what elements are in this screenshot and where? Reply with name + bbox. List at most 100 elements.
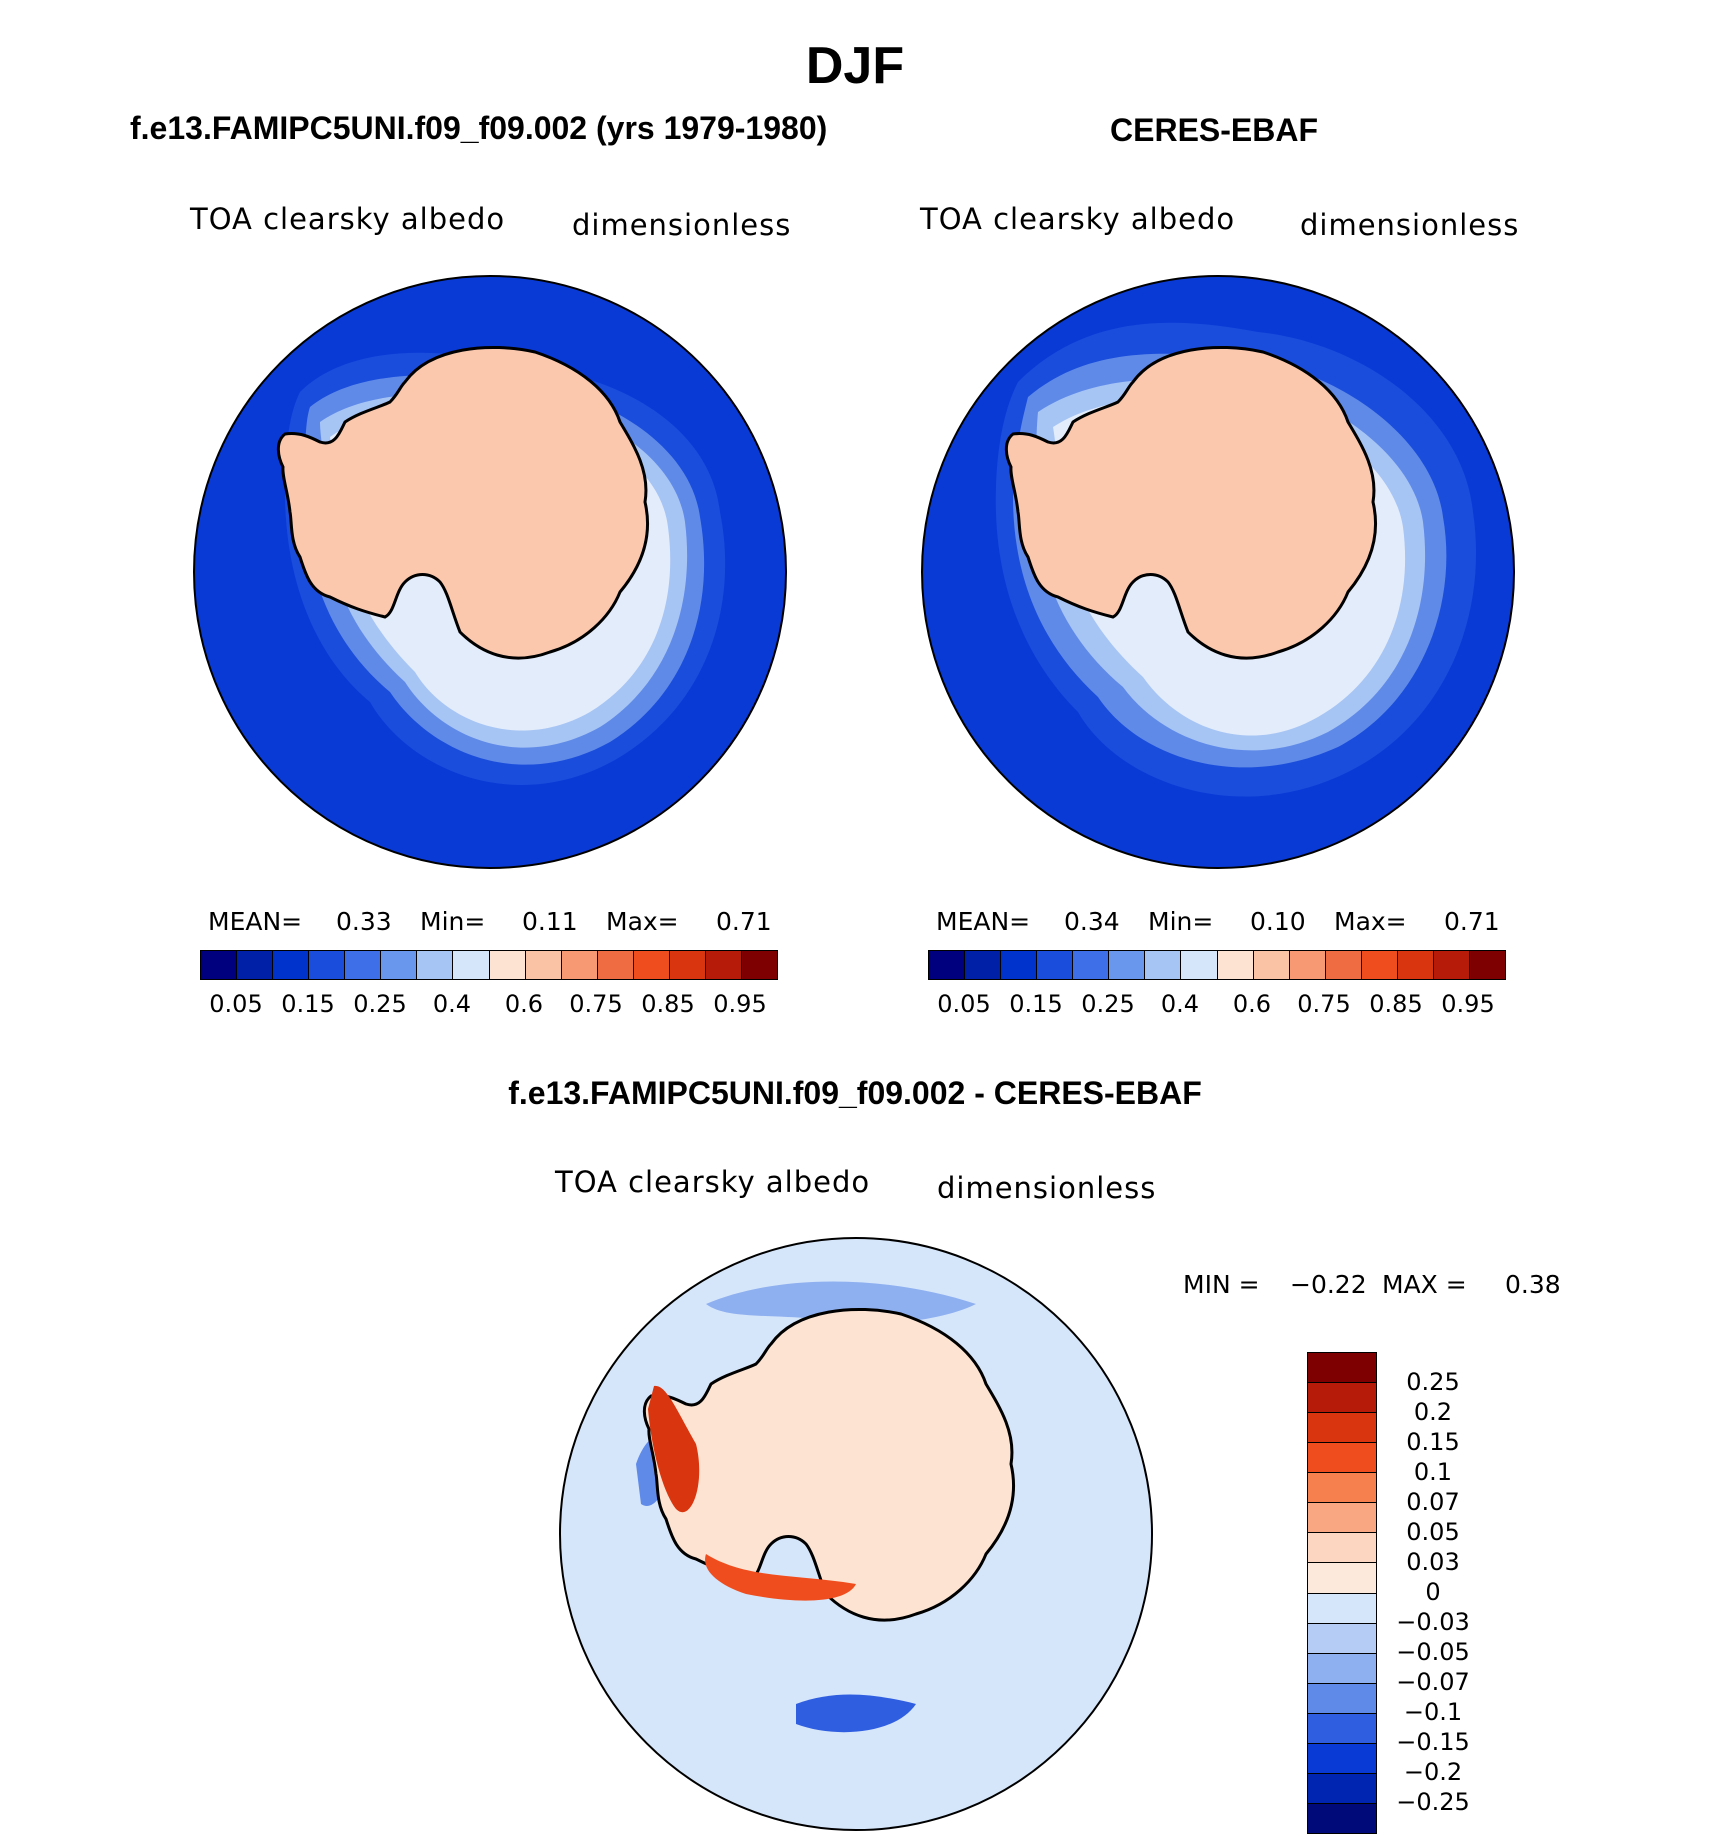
colorbar-tick-label: −0.1 <box>1403 1698 1463 1726</box>
panel2-header: CERES-EBAF <box>1110 112 1319 148</box>
colorbar-swatch <box>1308 1803 1376 1833</box>
colorbar-tick-label: 0.15 <box>1009 990 1063 1018</box>
panel1-mean-label: MEAN= <box>208 907 303 936</box>
diff-header: f.e13.FAMIPC5UNI.f09_f09.002 - CERES-EBA… <box>508 1075 1202 1111</box>
colorbar-swatch <box>1308 1773 1376 1804</box>
colorbar-swatch <box>1001 951 1038 979</box>
panel1-map <box>193 275 787 869</box>
diff-blue-patch-south <box>796 1694 916 1733</box>
colorbar-swatch <box>561 951 598 979</box>
panel2-map <box>921 275 1515 869</box>
diff-colorbar <box>1307 1352 1377 1834</box>
panel1-mean-value: 0.33 <box>336 907 392 936</box>
colorbar-swatch <box>1308 1623 1376 1654</box>
panel1-map-border <box>193 275 787 869</box>
colorbar-tick-label: 0.95 <box>713 990 767 1018</box>
colorbar-swatch <box>1308 1653 1376 1684</box>
panel2-map-border <box>921 275 1515 869</box>
panel1-max-value: 0.71 <box>716 907 772 936</box>
colorbar-swatch <box>1433 951 1470 979</box>
colorbar-tick-label: −0.03 <box>1396 1608 1470 1636</box>
panel1-antarctica <box>276 345 650 660</box>
colorbar-swatch <box>309 951 346 979</box>
colorbar-tick-label: 0.6 <box>1232 990 1272 1018</box>
colorbar-swatch <box>1469 951 1505 979</box>
panel2-max-value: 0.71 <box>1444 907 1500 936</box>
panel1-header: f.e13.FAMIPC5UNI.f09_f09.002 (yrs 1979-1… <box>130 110 828 146</box>
colorbar-swatch <box>1181 951 1218 979</box>
panel2-antarctica <box>1004 345 1378 660</box>
diff-variable: TOA clearsky albedo <box>555 1165 871 1199</box>
colorbar-swatch <box>417 951 454 979</box>
panel1-colorbar-labels: 0.05 0.15 0.25 0.4 0.6 0.75 0.85 0.95 <box>200 990 776 1020</box>
colorbar-tick-label: 0.07 <box>1406 1488 1460 1516</box>
colorbar-swatch <box>1037 951 1074 979</box>
colorbar-tick-label: 0.25 <box>1406 1368 1460 1396</box>
colorbar-swatch <box>201 951 238 979</box>
diff-max-value: 0.38 <box>1505 1270 1561 1299</box>
diff-map <box>559 1237 1153 1831</box>
colorbar-tick-label: 0.4 <box>432 990 472 1018</box>
colorbar-tick-label: 0.85 <box>1369 990 1423 1018</box>
panel2-max-label: Max= <box>1334 907 1407 936</box>
panel2-colorbar-labels: 0.05 0.15 0.25 0.4 0.6 0.75 0.85 0.95 <box>928 990 1504 1020</box>
panel1-variable: TOA clearsky albedo <box>190 202 506 236</box>
colorbar-swatch <box>1325 951 1362 979</box>
colorbar-swatch <box>1145 951 1182 979</box>
diff-map-border <box>559 1237 1153 1831</box>
colorbar-swatch <box>381 951 418 979</box>
diff-colorbar-labels: 0.25 0.2 0.15 0.1 0.07 0.05 0.03 0 −0.03 −0.05 −0.… <box>1383 1352 1493 1832</box>
colorbar-swatch <box>1361 951 1398 979</box>
colorbar-tick-label: 0.4 <box>1160 990 1200 1018</box>
panel2-colorbar <box>928 950 1506 980</box>
colorbar-swatch <box>1308 1563 1376 1594</box>
colorbar-swatch <box>1397 951 1434 979</box>
colorbar-tick-label: 0.05 <box>1406 1518 1460 1546</box>
colorbar-tick-label: −0.2 <box>1403 1758 1463 1786</box>
colorbar-tick-label: 0 <box>1425 1578 1441 1606</box>
panel2-variable: TOA clearsky albedo <box>920 202 1236 236</box>
colorbar-swatch <box>1308 1383 1376 1414</box>
colorbar-swatch <box>1109 951 1146 979</box>
colorbar-swatch <box>1308 1413 1376 1444</box>
diff-antarctica <box>642 1307 1016 1622</box>
colorbar-tick-label: −0.07 <box>1396 1668 1470 1696</box>
panel2-units: dimensionless <box>1300 208 1520 242</box>
diff-blue-patch-north <box>706 1281 976 1324</box>
colorbar-swatch <box>1308 1503 1376 1534</box>
panel1-colorbar <box>200 950 778 980</box>
panel1-units: dimensionless <box>572 208 792 242</box>
colorbar-swatch <box>1217 951 1254 979</box>
colorbar-tick-label: −0.15 <box>1396 1728 1470 1756</box>
colorbar-tick-label: −0.25 <box>1396 1788 1470 1816</box>
colorbar-swatch <box>669 951 706 979</box>
colorbar-tick-label: 0.05 <box>937 990 991 1018</box>
colorbar-swatch <box>633 951 670 979</box>
panel1-min-value: 0.11 <box>522 907 578 936</box>
panel2-mean-value: 0.34 <box>1064 907 1120 936</box>
colorbar-swatch <box>453 951 490 979</box>
colorbar-swatch <box>1308 1353 1376 1384</box>
colorbar-tick-label: 0.25 <box>1081 990 1135 1018</box>
colorbar-swatch <box>1289 951 1326 979</box>
colorbar-tick-label: 0.15 <box>281 990 335 1018</box>
colorbar-swatch <box>345 951 382 979</box>
colorbar-swatch <box>741 951 777 979</box>
colorbar-swatch <box>1308 1683 1376 1714</box>
colorbar-swatch <box>597 951 634 979</box>
colorbar-tick-label: 0.2 <box>1413 1398 1453 1426</box>
colorbar-swatch <box>1253 951 1290 979</box>
colorbar-tick-label: 0.1 <box>1413 1458 1453 1486</box>
diff-red-ross <box>705 1554 856 1601</box>
colorbar-swatch <box>1308 1533 1376 1564</box>
diff-min-label: MIN = <box>1183 1270 1260 1299</box>
colorbar-tick-label: 0.75 <box>1297 990 1351 1018</box>
colorbar-swatch <box>929 951 966 979</box>
panel1-max-label: Max= <box>606 907 679 936</box>
colorbar-swatch <box>237 951 274 979</box>
colorbar-tick-label: 0.03 <box>1406 1548 1460 1576</box>
colorbar-swatch <box>1308 1473 1376 1504</box>
colorbar-swatch <box>489 951 526 979</box>
colorbar-tick-label: 0.25 <box>353 990 407 1018</box>
colorbar-swatch <box>1308 1743 1376 1774</box>
